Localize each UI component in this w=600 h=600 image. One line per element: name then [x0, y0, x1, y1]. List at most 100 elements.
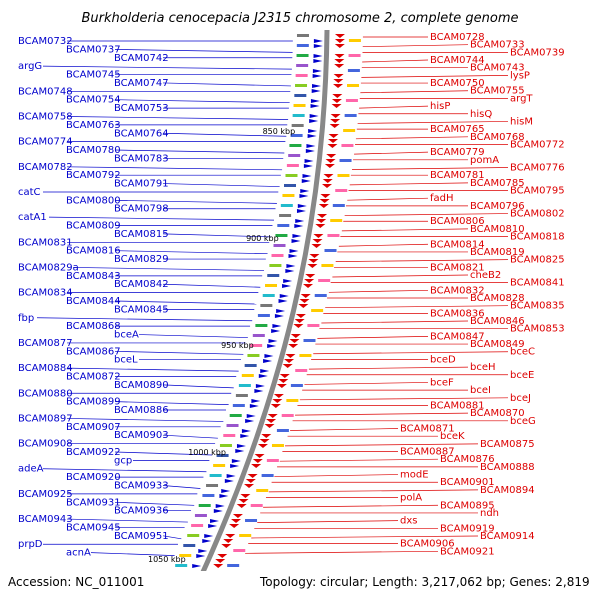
left-gene-leader [114, 451, 213, 456]
left-feature-arrow [294, 224, 304, 228]
left-gene-label: BCAM0890 [114, 380, 169, 391]
right-feature-arrow [272, 399, 283, 403]
left-feature-arrow [289, 249, 299, 253]
right-feature-arrow [213, 564, 224, 568]
left-feature-block [296, 44, 309, 47]
right-gene-leader [268, 489, 479, 493]
footer-background [0, 571, 600, 600]
left-gene-label: BCAM0899 [66, 397, 121, 408]
right-feature-block [256, 489, 269, 492]
right-feature-arrow [309, 254, 320, 258]
right-feature-block [239, 534, 252, 537]
left-feature-block [206, 484, 219, 487]
right-gene-leader [284, 443, 479, 447]
right-feature-arrow [259, 439, 270, 443]
right-gene-label: cheB2 [470, 270, 501, 281]
left-gene-label: BCAM0774 [18, 137, 73, 148]
right-feature-arrow [333, 84, 344, 88]
left-feature-block [288, 154, 301, 157]
right-gene-label: pomA [470, 155, 499, 166]
left-gene-leader [162, 384, 234, 389]
right-feature-arrow [308, 259, 319, 263]
right-gene-leader [354, 151, 429, 155]
chromosome-backbone [187, 29, 330, 600]
left-feature-arrow [254, 389, 264, 393]
left-gene-label: BCAM0872 [66, 371, 121, 382]
right-gene-label: fadH [430, 193, 454, 204]
left-feature-block [294, 94, 307, 97]
left-gene-leader [114, 501, 195, 506]
left-gene-label: BCAM0943 [18, 514, 73, 525]
right-feature-block [290, 384, 303, 387]
left-gene-label: BCAM0903 [114, 430, 169, 441]
left-gene-label: bceL [114, 355, 138, 366]
right-feature-block [321, 264, 334, 267]
left-gene-leader [42, 468, 207, 473]
right-feature-block [271, 444, 284, 447]
right-feature-arrow [284, 359, 295, 363]
left-feature-block [293, 104, 306, 107]
left-feature-arrow [276, 309, 286, 313]
right-gene-label: BCAM0802 [510, 209, 565, 220]
left-gene-leader [66, 166, 283, 171]
left-feature-block [250, 344, 263, 347]
left-feature-arrow [303, 164, 313, 168]
left-feature-arrow [301, 179, 311, 183]
right-feature-arrow [313, 234, 324, 238]
right-gene-leader [304, 382, 429, 385]
right-gene-label: BCAM0796 [470, 201, 525, 212]
left-gene-label: adeA [18, 464, 44, 475]
right-feature-arrow [299, 299, 310, 303]
right-gene-label: BCAM0776 [510, 163, 565, 174]
right-gene-label: BCAM0836 [430, 308, 485, 319]
right-feature-block [266, 459, 279, 462]
left-feature-arrow [255, 384, 265, 388]
right-feature-arrow [312, 239, 323, 243]
left-gene-label: fbp [18, 313, 34, 324]
right-gene-label: BCAM0810 [470, 224, 525, 235]
right-gene-leader [308, 366, 469, 370]
left-gene-leader [36, 317, 253, 322]
right-gene-label: bceI [470, 385, 491, 396]
right-feature-arrow [273, 394, 284, 398]
right-gene-leader [355, 136, 469, 140]
left-gene-label: prpD [18, 539, 43, 550]
right-gene-label: dxs [400, 516, 417, 527]
left-feature-arrow [310, 99, 320, 103]
left-gene-label: BCAM0783 [114, 153, 169, 164]
right-gene-label: BCAM0768 [470, 132, 525, 143]
left-gene-label: BCAM0791 [114, 179, 169, 190]
left-feature-block [183, 544, 196, 547]
right-gene-label: bceD [430, 354, 456, 365]
right-gene-label: BCAM0765 [430, 124, 485, 135]
right-feature-arrow [240, 494, 251, 498]
right-gene-leader [279, 458, 439, 462]
right-feature-arrow [305, 274, 316, 278]
left-feature-arrow [196, 554, 206, 558]
right-gene-leader [251, 535, 479, 539]
left-feature-arrow [235, 449, 245, 453]
left-feature-arrow [312, 84, 322, 88]
left-gene-label: BCAM0742 [114, 53, 169, 64]
left-feature-block [229, 414, 242, 417]
right-feature-arrow [334, 34, 345, 38]
right-feature-block [261, 474, 274, 477]
left-feature-arrow [226, 474, 236, 478]
right-gene-leader [360, 90, 469, 94]
left-feature-block [255, 324, 268, 327]
accession-text: Accession: NC_011001 [8, 575, 144, 589]
right-gene-leader [338, 243, 429, 247]
right-feature-block [339, 159, 352, 162]
left-gene-label: BCAM0747 [114, 78, 169, 89]
right-feature-block [299, 354, 312, 357]
left-feature-arrow [198, 549, 208, 553]
left-feature-arrow [192, 564, 202, 568]
right-gene-label: BCAM0853 [510, 324, 565, 335]
left-feature-block [262, 294, 275, 297]
right-feature-arrow [328, 134, 339, 138]
right-feature-arrow [267, 414, 278, 418]
right-feature-arrow [325, 159, 336, 163]
right-feature-arrow [293, 324, 304, 328]
left-gene-label: BCAM0880 [18, 388, 73, 399]
genome-summary: Topology: circular; Length: 3,217,062 bp… [259, 575, 590, 589]
